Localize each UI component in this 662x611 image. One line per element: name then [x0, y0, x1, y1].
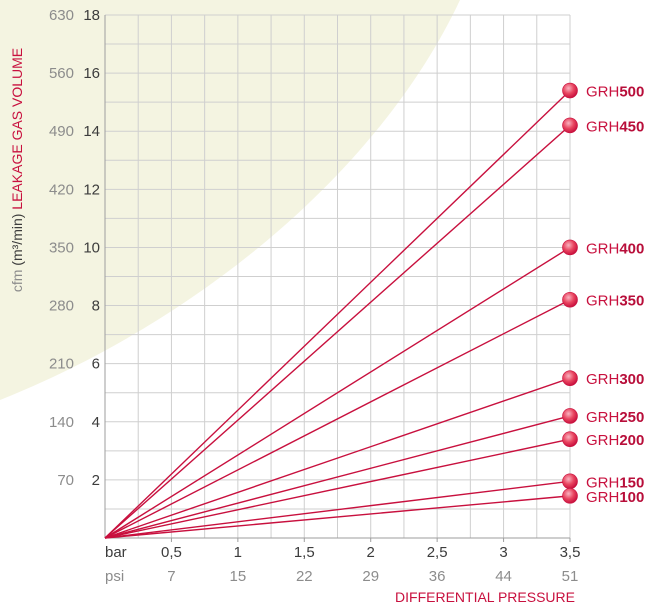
grid	[105, 14, 571, 538]
series-line-grh400	[104, 246, 571, 539]
series-lines	[104, 90, 571, 539]
series-marker-grh100	[562, 488, 578, 504]
series-marker-grh350	[562, 291, 578, 308]
y-tick-label-cfm: 630	[49, 7, 74, 24]
series-line-grh100	[104, 495, 571, 539]
y-tick-label-m3: 14	[83, 123, 100, 140]
y-tick-label-cfm: 560	[49, 65, 74, 82]
series-label-grh400: GRH400	[586, 240, 644, 257]
series-line-grh200	[104, 438, 571, 539]
x-axis-label: DIFFERENTIAL PRESSURE	[395, 589, 575, 605]
axes	[104, 15, 571, 542]
y-tick-label-m3: 16	[83, 65, 100, 82]
series-line-grh150	[104, 480, 571, 539]
x-tick-label-psi: 51	[562, 568, 579, 585]
series-label-grh450: GRH450	[586, 118, 644, 135]
x-tick-label-psi: 36	[429, 568, 446, 585]
y-tick-label-cfm: 420	[49, 181, 74, 198]
x-tick-label-bar: 3,5	[560, 544, 581, 561]
x-tick-label-bar: 2	[367, 544, 375, 561]
series-line-grh450	[104, 124, 571, 539]
y-tick-label-m3: 8	[92, 298, 100, 315]
series-marker-grh250	[562, 408, 578, 424]
series-label-grh100: GRH100	[586, 489, 644, 506]
x-tick-label-psi: 22	[296, 568, 313, 585]
y-tick-label-m3: 4	[92, 414, 100, 431]
y-tick-label-cfm: 350	[49, 239, 74, 256]
x-axis-unit-bar: bar	[105, 544, 127, 561]
y-tick-label-cfm: 140	[49, 414, 74, 431]
background-curve-shape	[0, 0, 460, 400]
x-tick-label-psi: 29	[362, 568, 379, 585]
y-axis-metric-unit: (m³/min)	[9, 214, 25, 266]
y-tick-label-cfm: 210	[49, 356, 74, 373]
series-label-grh350: GRH350	[586, 293, 644, 310]
series-line-grh500	[104, 90, 571, 539]
series-marker-grh300	[562, 370, 578, 386]
series-label-grh250: GRH250	[586, 409, 644, 426]
series-marker-grh200	[562, 431, 578, 448]
y-axis-label: cfm (m³/min) LEAKAGE GAS VOLUME	[9, 48, 25, 292]
y-tick-label-m3: 12	[83, 181, 100, 198]
y-tick-label-cfm: 70	[57, 472, 74, 489]
series-marker-grh400	[562, 239, 578, 256]
series-marker-grh150	[562, 473, 578, 490]
series-label-grh500: GRH500	[586, 84, 644, 101]
series-label-grh150: GRH150	[586, 474, 644, 491]
y-tick-labels: 70 2 140 4 210 6 280 8 350 10 420 12 490 14 560 16 630 18	[49, 7, 100, 489]
y-tick-label-cfm: 490	[49, 123, 74, 140]
y-axis-title: LEAKAGE GAS VOLUME	[9, 48, 25, 210]
x-tick-label-bar: 1,5	[294, 544, 315, 561]
series-marker-grh450	[562, 117, 578, 134]
x-tick-label-psi: 15	[230, 568, 247, 585]
x-tick-label-bar: 1	[234, 544, 242, 561]
series-label-grh300: GRH300	[586, 371, 644, 388]
y-axis-unit: cfm	[9, 270, 25, 293]
y-tick-label-m3: 10	[83, 239, 100, 256]
x-tick-label-psi: 7	[167, 568, 175, 585]
series-line-grh300	[104, 377, 571, 539]
x-tick-label-psi: 44	[495, 568, 512, 585]
series-label-grh200: GRH200	[586, 432, 644, 449]
series-line-grh250	[104, 415, 571, 539]
x-tick-label-bar: 2,5	[427, 544, 448, 561]
series-labels: GRH500 GRH450 GRH400 GRH350 GRH300 GRH250 GRH2…	[586, 84, 644, 506]
series-markers	[562, 82, 578, 504]
x-axis-unit-psi: psi	[105, 568, 124, 585]
y-tick-label-cfm: 280	[49, 298, 74, 315]
x-tick-label-bar: 3	[499, 544, 507, 561]
x-tick-label-bar: 0,5	[161, 544, 182, 561]
series-line-grh350	[104, 299, 571, 539]
series-marker-grh500	[562, 82, 578, 99]
y-tick-label-m3: 6	[92, 356, 100, 373]
y-tick-label-m3: 2	[92, 472, 100, 489]
y-tick-label-m3: 18	[83, 7, 100, 24]
